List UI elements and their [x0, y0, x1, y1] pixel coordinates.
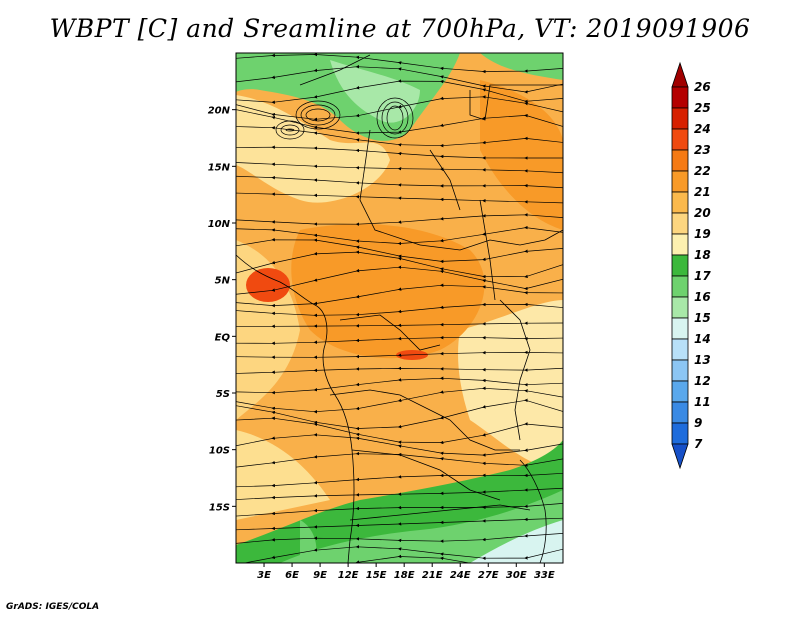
- colorbar-label: 9: [694, 416, 702, 430]
- colorbar-box: [671, 107, 689, 130]
- colorbar-box: [671, 191, 689, 214]
- colorbar-box: [671, 401, 689, 424]
- lon-tick-label: 21E: [422, 570, 443, 581]
- wbpt-zone-17c: [280, 490, 563, 563]
- colorbar-label: 19: [694, 227, 711, 241]
- map-field: [236, 53, 563, 563]
- streamline: [236, 302, 563, 318]
- circulation-loop: [300, 104, 336, 126]
- circulation-loop: [386, 105, 404, 131]
- colorbar-label: 12: [694, 374, 711, 388]
- circulation-loop: [285, 128, 295, 132]
- streamline: [236, 321, 563, 329]
- longitude-axis: 3E 6E 9E 12E 15E 18E 21E 24E 27E 30E 33E: [257, 563, 555, 581]
- latitude-axis: 20N 15N 10N 5N EQ 5S 10S 15S: [208, 106, 236, 513]
- streamline: [236, 162, 563, 174]
- streamline: [236, 350, 563, 360]
- circulation-loop: [280, 124, 300, 136]
- streamline: [236, 517, 563, 531]
- colorbar-label: 11: [694, 395, 711, 409]
- streamline: [236, 175, 563, 189]
- lon-tick-label: 30E: [506, 570, 527, 581]
- colorbar-box: [671, 317, 689, 340]
- colorbar-box: [671, 380, 689, 403]
- colorbar-label: 17: [694, 269, 711, 283]
- streamline: [236, 451, 563, 468]
- circulation-loop: [275, 120, 305, 140]
- lon-tick-label: 3E: [257, 570, 271, 581]
- lon-tick-label: 33E: [534, 570, 555, 581]
- circulation-loop: [295, 100, 341, 130]
- lon-tick-label: 27E: [478, 570, 499, 581]
- lat-tick-label: 20N: [208, 106, 231, 117]
- colorbar-top-arrow: [671, 61, 689, 88]
- streamline: [236, 366, 563, 374]
- colorbar-box: [671, 212, 689, 235]
- lat-tick-label: 15N: [208, 162, 231, 173]
- colorbar-bottom-arrow: [671, 443, 689, 470]
- streamline: [236, 145, 563, 160]
- colorbar-label: 7: [694, 437, 703, 451]
- colorbar-label: 25: [694, 101, 711, 115]
- streamline: [236, 533, 563, 544]
- lon-tick-label: 15E: [366, 570, 387, 581]
- streamline: [236, 503, 563, 517]
- streamline: [271, 554, 528, 563]
- colorbar-box: [671, 86, 689, 109]
- streamlines: [236, 53, 563, 563]
- circulation-loop: [381, 101, 409, 135]
- streamline: [236, 192, 563, 204]
- lon-tick-label: 12E: [338, 570, 359, 581]
- colorbar-label: 18: [694, 248, 711, 262]
- lat-tick-label: EQ: [215, 332, 231, 343]
- colorbar-box: [671, 338, 689, 361]
- colorbar-label: 23: [694, 143, 711, 157]
- lon-tick-label: 24E: [450, 570, 471, 581]
- grads-credit: GrADS: IGES/COLA: [6, 602, 100, 612]
- circulation-loop: [305, 108, 331, 122]
- circulation-loop: [376, 97, 414, 139]
- colorbar-label: 22: [694, 164, 711, 178]
- lon-tick-label: 18E: [394, 570, 415, 581]
- streamline: [236, 335, 563, 346]
- colorbar-box: [671, 275, 689, 298]
- streamline: [236, 472, 563, 488]
- colorbar-box: [671, 359, 689, 382]
- streamline: [236, 213, 563, 226]
- colorbar-label: 20: [694, 206, 711, 220]
- lat-tick-label: 10S: [209, 446, 230, 457]
- lat-tick-label: 5S: [216, 389, 230, 400]
- lat-tick-label: 10N: [208, 219, 231, 230]
- colorbar-label: 24: [694, 122, 711, 136]
- colorbar-box: [671, 128, 689, 151]
- colorbar-label: 21: [694, 185, 711, 199]
- streamline: [236, 487, 563, 500]
- colorbar-box: [671, 296, 689, 319]
- colorbar-box: [671, 149, 689, 172]
- colorbar-box: [671, 233, 689, 256]
- colorbar-label: 26: [694, 80, 711, 94]
- colorbar-label: 13: [694, 353, 711, 367]
- colorbar-box: [671, 254, 689, 277]
- lat-tick-label: 15S: [209, 502, 230, 513]
- chart-title: WBPT [C] and Sreamline at 700hPa, VT: 20…: [49, 14, 751, 43]
- lat-tick-label: 5N: [215, 276, 231, 287]
- map-frame: [235, 52, 564, 564]
- lon-tick-label: 6E: [285, 570, 299, 581]
- colorbar-label: 14: [694, 332, 711, 346]
- colorbar-label: 16: [694, 290, 711, 304]
- colorbar-box: [671, 422, 689, 445]
- colorbar-label: 15: [694, 311, 711, 325]
- colorbar-box: [671, 170, 689, 193]
- lon-tick-label: 9E: [313, 570, 327, 581]
